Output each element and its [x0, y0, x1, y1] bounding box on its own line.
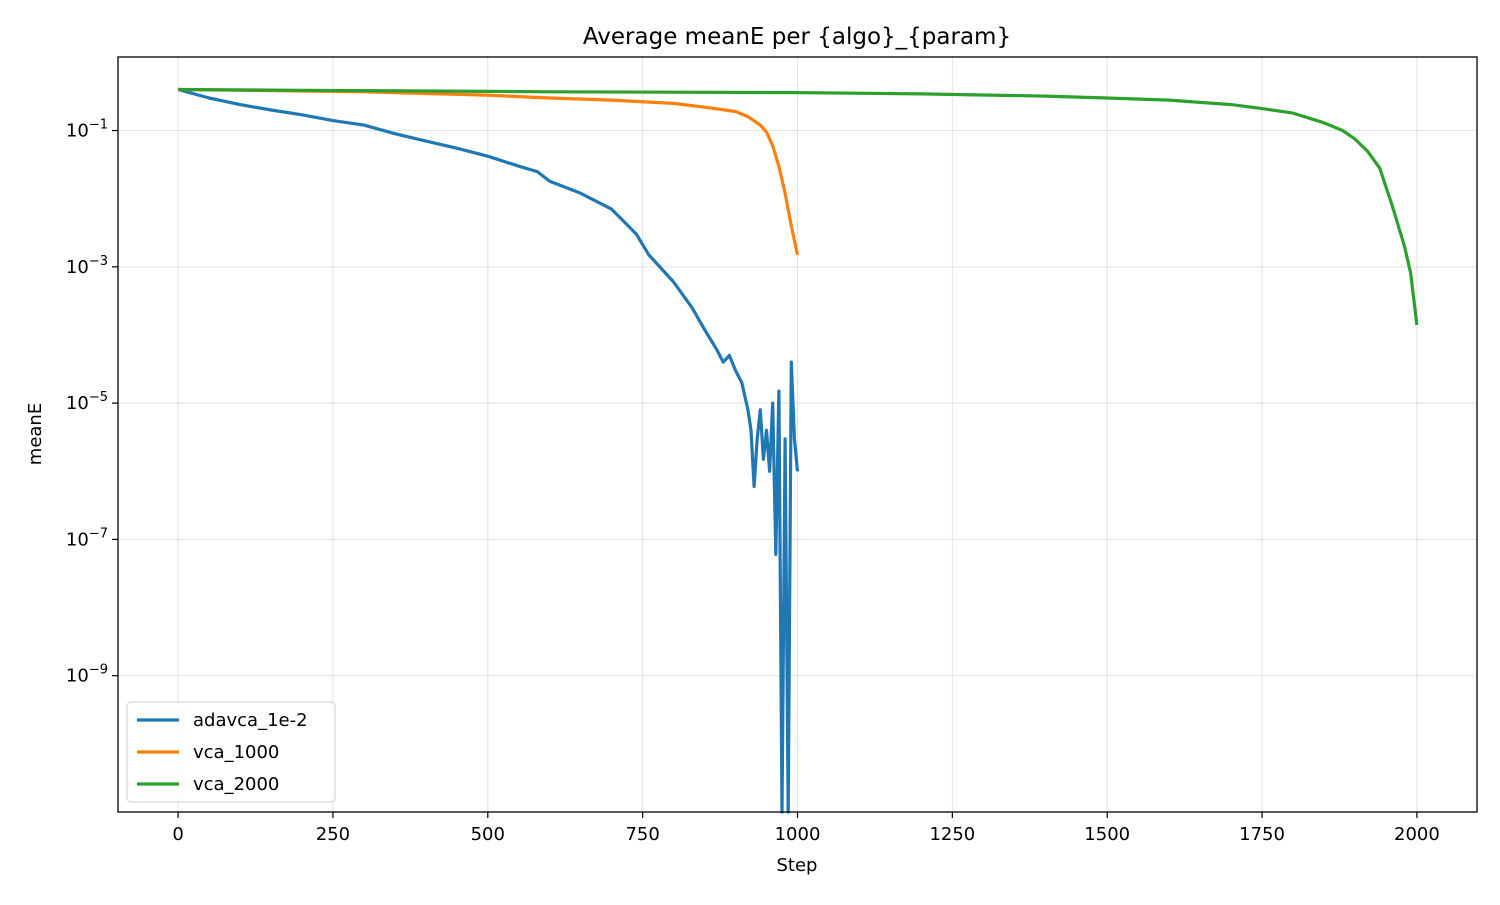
- chart-title: Average meanE per {algo}_{param}: [583, 24, 1011, 50]
- y-tick-label: 10−1: [66, 118, 108, 142]
- x-tick-label: 500: [471, 824, 505, 845]
- x-tick-label: 1500: [1084, 824, 1130, 845]
- x-tick-label: 250: [316, 824, 350, 845]
- x-tick-label: 1750: [1239, 824, 1285, 845]
- y-tick-label: 10−9: [66, 663, 108, 687]
- series-layer: [177, 87, 1419, 814]
- x-tick-label: 1000: [775, 824, 821, 845]
- legend-label: vca_2000: [193, 774, 279, 795]
- grid-layer: [118, 57, 1477, 812]
- y-tick-label: 10−3: [66, 254, 108, 278]
- series-line-vca_2000: [178, 87, 1419, 326]
- y-tick-label: 10−5: [66, 390, 108, 414]
- legend-box: [126, 701, 336, 803]
- x-tick-label: 2000: [1394, 824, 1440, 845]
- x-tick-label: 0: [172, 824, 183, 845]
- x-tick-label: 750: [625, 824, 659, 845]
- y-tick-label: 10−7: [66, 526, 108, 550]
- y-axis-label: meanE: [25, 403, 46, 465]
- legend-label: vca_1000: [193, 742, 279, 763]
- x-tick-label: 1250: [929, 824, 975, 845]
- legend: adavca_1e-2 vca_1000 vca_2000: [126, 701, 336, 803]
- x-axis-label: Step: [777, 855, 818, 876]
- legend-label: adavca_1e-2: [193, 710, 308, 731]
- tick-layer: 0 250 500 750 1000 1250 1500 1750 2000 10−9 10−7 10…: [66, 118, 1440, 845]
- series-line-adavca_1e-2: [177, 87, 800, 814]
